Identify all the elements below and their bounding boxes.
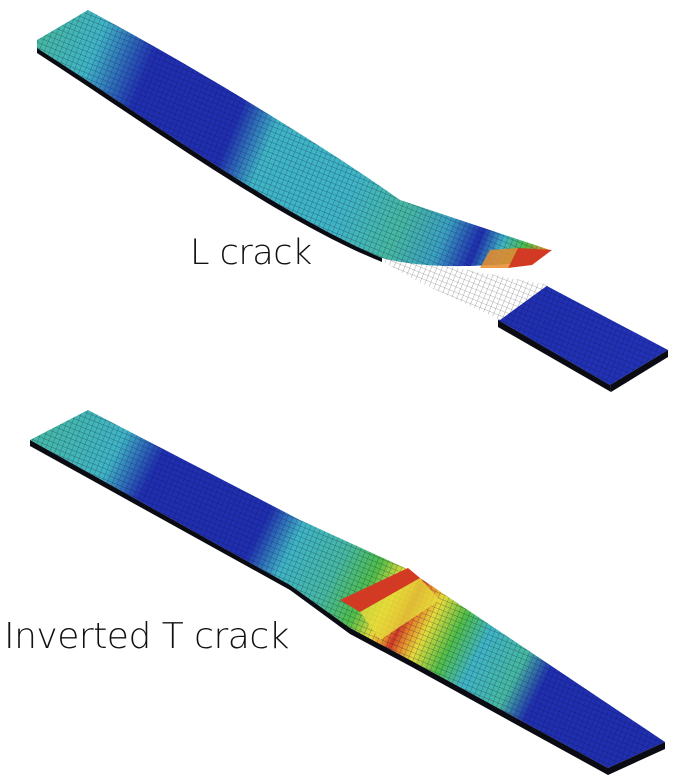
l-crack-main-strip xyxy=(37,10,552,268)
l-crack-model xyxy=(37,10,668,392)
t-crack-main-strip xyxy=(30,410,665,775)
l-crack-right-segment xyxy=(498,285,668,392)
inverted-t-crack-label: Inverted T crack xyxy=(4,616,289,657)
inverted-t-crack-model xyxy=(30,410,665,775)
l-crack-label: L crack xyxy=(190,233,312,273)
l-crack-white-region xyxy=(360,248,548,320)
